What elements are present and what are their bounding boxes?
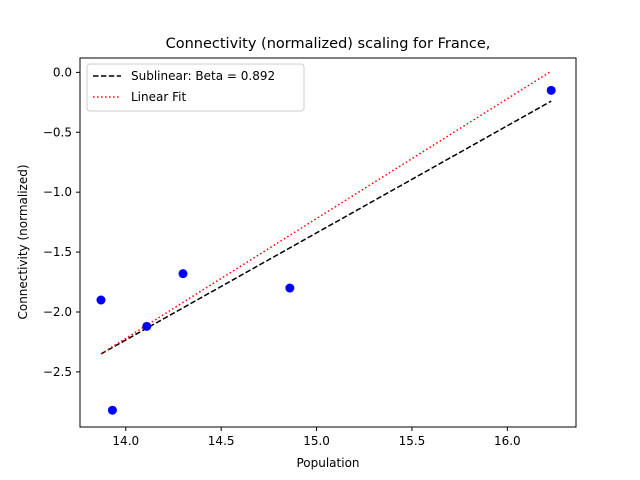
- y-tick-label: −2.5: [43, 365, 72, 379]
- data-point: [285, 283, 295, 293]
- data-point: [178, 269, 188, 279]
- x-tick-label: 14.0: [112, 434, 139, 448]
- sublinear-fit-line: [100, 100, 552, 355]
- legend-box: [86, 63, 305, 112]
- y-axis-label: Connectivity (normalized): [16, 164, 30, 319]
- y-tick-label: −1.0: [43, 185, 72, 199]
- data-point: [142, 321, 152, 331]
- plot-layer: [96, 70, 556, 415]
- y-tick-label: 0.0: [53, 65, 72, 79]
- x-tick-label: 15.5: [399, 434, 426, 448]
- plot-frame: [79, 57, 577, 428]
- x-tick-label: 15.0: [303, 434, 330, 448]
- data-point: [107, 405, 117, 415]
- x-tick-label: 14.5: [208, 434, 235, 448]
- axis-ticks: 14.0 14.5 15.0 15.5 16.0 0.0 −0.5 −1.0 −1.5 −2.0 −…: [43, 65, 521, 448]
- data-point: [96, 295, 106, 305]
- chart-title: Connectivity (normalized) scaling for Fr…: [166, 36, 491, 52]
- linear-fit-line: [100, 70, 552, 355]
- x-axis-label: Population: [296, 456, 359, 470]
- x-tick-label: 16.0: [494, 434, 521, 448]
- legend-label-sublinear: Sublinear: Beta = 0.892: [131, 69, 275, 83]
- legend-label-linear-fit: Linear Fit: [131, 90, 186, 104]
- y-tick-label: −1.5: [43, 245, 72, 259]
- y-tick-label: −0.5: [43, 125, 72, 139]
- legend: Sublinear: Beta = 0.892 Linear Fit: [86, 63, 305, 112]
- data-point: [546, 85, 556, 95]
- y-tick-label: −2.0: [43, 305, 72, 319]
- plot-area: [80, 58, 576, 427]
